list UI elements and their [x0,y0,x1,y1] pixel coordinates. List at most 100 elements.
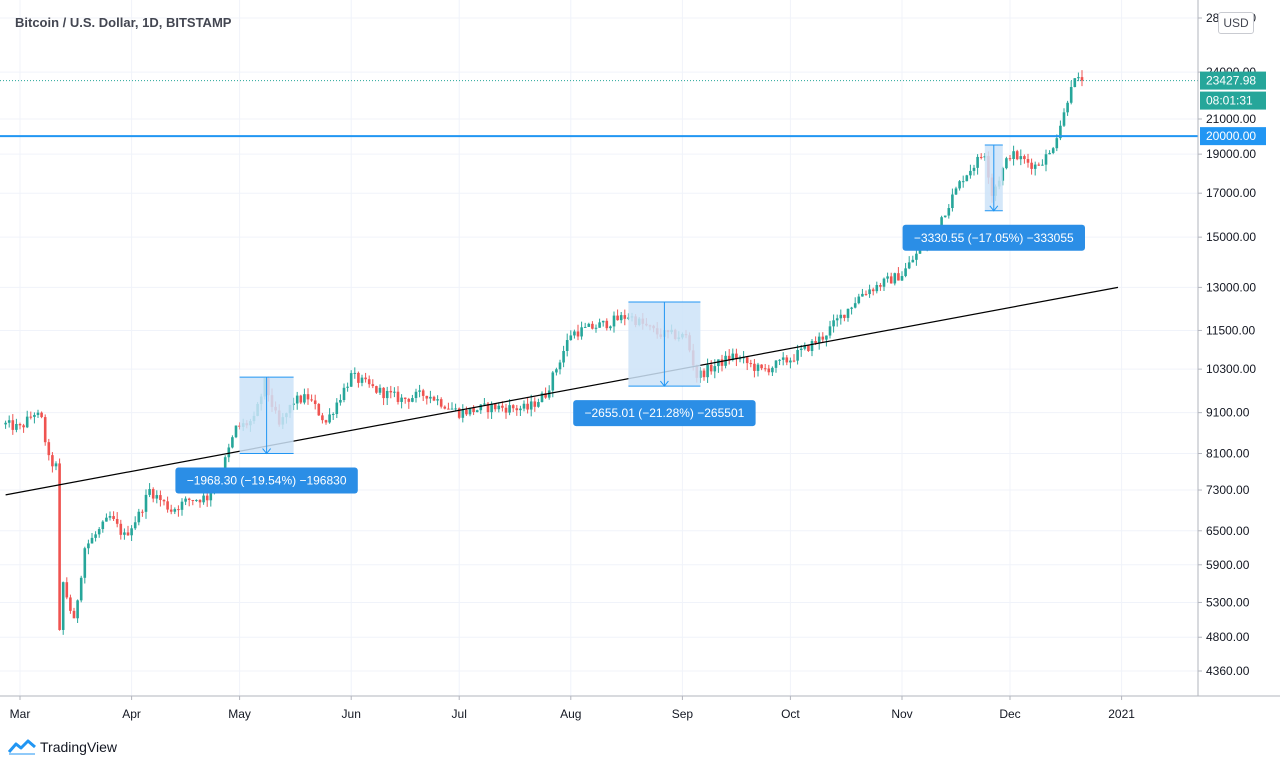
candle-body [1030,162,1033,169]
candle-body [310,399,313,401]
last-price-badge-text: 23427.98 [1206,74,1256,88]
candle-body [861,293,864,297]
candle-body [439,399,443,407]
candle-body [943,215,947,218]
candle-body [414,391,418,399]
candle-body [227,447,231,458]
candle-body [389,390,393,393]
candle-body [702,370,706,378]
candle-body [843,314,846,318]
candle-body [835,318,839,321]
candle-body [605,320,609,329]
candle-body [169,509,173,512]
candle-body [375,386,378,393]
candle-body [897,273,900,281]
candle-body [720,359,724,366]
candle-body [346,386,349,388]
candle-body [763,368,767,370]
candle-body [231,437,234,448]
candle-body [454,408,457,410]
candle-body [774,360,778,368]
candle-body [15,423,18,430]
time-tick-label: Sep [672,707,694,721]
candle-body [205,495,209,501]
candle-body [979,156,983,158]
candle-body [598,322,601,328]
candle-body [540,393,544,403]
candle-body [522,403,526,409]
price-axis[interactable]: 4360.00 4800.00 5300.00 5900.00 6500.00 7300.… [1197,0,1266,696]
candle-body [108,516,112,518]
trend-line[interactable] [5,286,1119,496]
candle-body [1026,159,1030,163]
candle-body [1055,138,1059,149]
level-price-badge-text: 20000.00 [1206,129,1256,143]
time-axis[interactable]: Mar Apr May Jun Jul Aug Sep Oct Nov Dec 2021 [0,695,1280,721]
candle-body [627,317,630,319]
countdown-badge-text: 08:01:31 [1206,94,1253,108]
candle-body [486,403,490,413]
candle-body [83,548,87,578]
candle-body [810,341,814,351]
candle-body [879,285,882,287]
candle-body [65,582,69,598]
currency-button[interactable]: USD [1218,12,1254,34]
candle-body [303,394,306,403]
candle-body [907,262,911,269]
candle-body [965,175,969,182]
candle-body [324,420,328,423]
measure-label-box [175,467,358,494]
candle-body [619,315,623,321]
candle-body [792,360,796,362]
candle-body [832,320,835,327]
candle-body [112,516,115,520]
candle-body [749,363,753,365]
candle-body [450,408,454,410]
candle-body [349,373,353,387]
candle-body [1019,156,1023,160]
candle-body [465,409,468,415]
candle-body [1048,152,1051,155]
candle-body [479,404,483,411]
candle-body [490,403,493,413]
price-tick-label: 19000.00 [1206,147,1256,161]
candle-body [43,417,47,443]
candle-body [357,372,360,383]
candle-body [1077,77,1080,79]
time-tick-label: Nov [891,707,912,721]
price-tick-label: 8100.00 [1206,447,1250,461]
candle-body [47,442,51,456]
candle-body [306,394,310,400]
price-tick-label: 4360.00 [1206,664,1250,678]
candle-body [612,315,616,327]
candle-body [22,425,25,428]
candle-body [234,425,238,438]
candle-body [915,253,918,260]
candle-body [731,353,735,360]
candle-body [151,489,155,499]
measure-arrow-head [660,380,669,387]
candle-body [497,405,501,410]
candle-body [616,315,619,321]
candle-body [727,355,731,360]
candle-body [382,387,385,399]
candle-body [148,489,151,495]
candle-body [191,500,195,502]
candle-body [72,610,76,619]
candle-body [601,320,605,323]
candle-body [4,422,7,425]
candle-body [969,170,972,176]
candle-body [1033,164,1037,169]
candle-body [119,523,123,535]
price-tick-label: 5300.00 [1206,595,1250,609]
candle-body [331,414,335,416]
countdown-badge-bg [1200,91,1266,110]
time-tick-label: Mar [10,707,31,721]
tradingview-logo[interactable]: TradingView [8,738,117,756]
candle-body [526,403,529,410]
candle-body [393,391,396,393]
candle-body [155,495,159,499]
candle-body [299,395,303,403]
price-tick-label: 4800.00 [1206,630,1250,644]
